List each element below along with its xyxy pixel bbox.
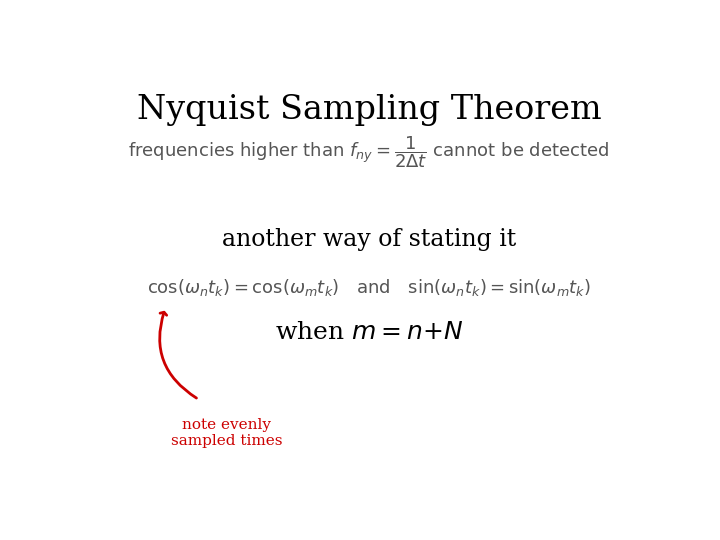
Text: $\mathrm{frequencies\ higher\ than\ } f_{ny} = \dfrac{1}{2\Delta t} \mathrm{\ ca: $\mathrm{frequencies\ higher\ than\ } f_…: [128, 134, 610, 170]
Text: another way of stating it: another way of stating it: [222, 228, 516, 251]
Text: note evenly
sampled times: note evenly sampled times: [171, 417, 282, 448]
Text: $\cos(\omega_n t_k) = \cos(\omega_m t_k) \quad \mathrm{and} \quad \sin(\omega_n : $\cos(\omega_n t_k) = \cos(\omega_m t_k)…: [147, 277, 591, 298]
Text: Nyquist Sampling Theorem: Nyquist Sampling Theorem: [137, 94, 601, 126]
Text: when $\mathit{m}{=}\mathit{n}{+}\mathit{N}$: when $\mathit{m}{=}\mathit{n}{+}\mathit{…: [275, 321, 463, 345]
